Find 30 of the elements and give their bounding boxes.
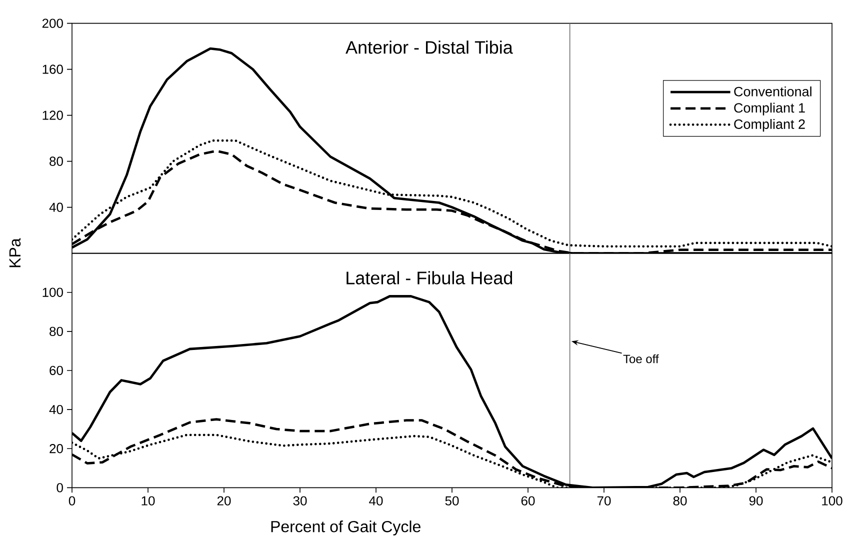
annotation: Toe off bbox=[623, 354, 659, 364]
y-tick-label: 80 bbox=[50, 156, 63, 166]
y-tick-label: 160 bbox=[42, 64, 63, 74]
y-tick-label: 40 bbox=[49, 404, 63, 414]
y-axis-title: KPa bbox=[9, 238, 21, 268]
x-tick-label: 40 bbox=[369, 496, 383, 506]
y-tick-label: 60 bbox=[50, 366, 63, 376]
x-tick-label: 30 bbox=[293, 496, 307, 506]
text: Anterior - Distal Tibia bbox=[346, 40, 513, 54]
text: Lateral - Fibula Head bbox=[346, 271, 512, 284]
y-tick-label: 40 bbox=[49, 202, 63, 212]
y-tick-label: 200 bbox=[42, 18, 63, 28]
y-tick-label: 80 bbox=[50, 326, 63, 336]
legend-label: Compliant 2 bbox=[734, 119, 805, 132]
y-tick-label: 120 bbox=[42, 110, 63, 120]
x-axis-title: Percent of Gait Cycle bbox=[271, 520, 420, 536]
legend-label: Conventional bbox=[734, 86, 812, 96]
x-tick-label: 90 bbox=[749, 496, 763, 506]
x-tick-label: 70 bbox=[597, 496, 611, 506]
x-tick-label: 50 bbox=[445, 496, 459, 506]
x-tick-label: 0 bbox=[68, 496, 76, 506]
x-tick-label: 80 bbox=[673, 496, 687, 506]
y-tick-label: 20 bbox=[50, 444, 63, 454]
y-tick-label: 100 bbox=[42, 288, 63, 297]
x-tick-label: 100 bbox=[822, 496, 842, 506]
x-tick-label: 20 bbox=[217, 496, 231, 506]
legend-label: Compliant 1 bbox=[734, 102, 805, 116]
y-tick-label: 0 bbox=[56, 483, 63, 492]
x-tick-label: 10 bbox=[142, 496, 155, 506]
x-tick-label: 60 bbox=[521, 496, 535, 506]
